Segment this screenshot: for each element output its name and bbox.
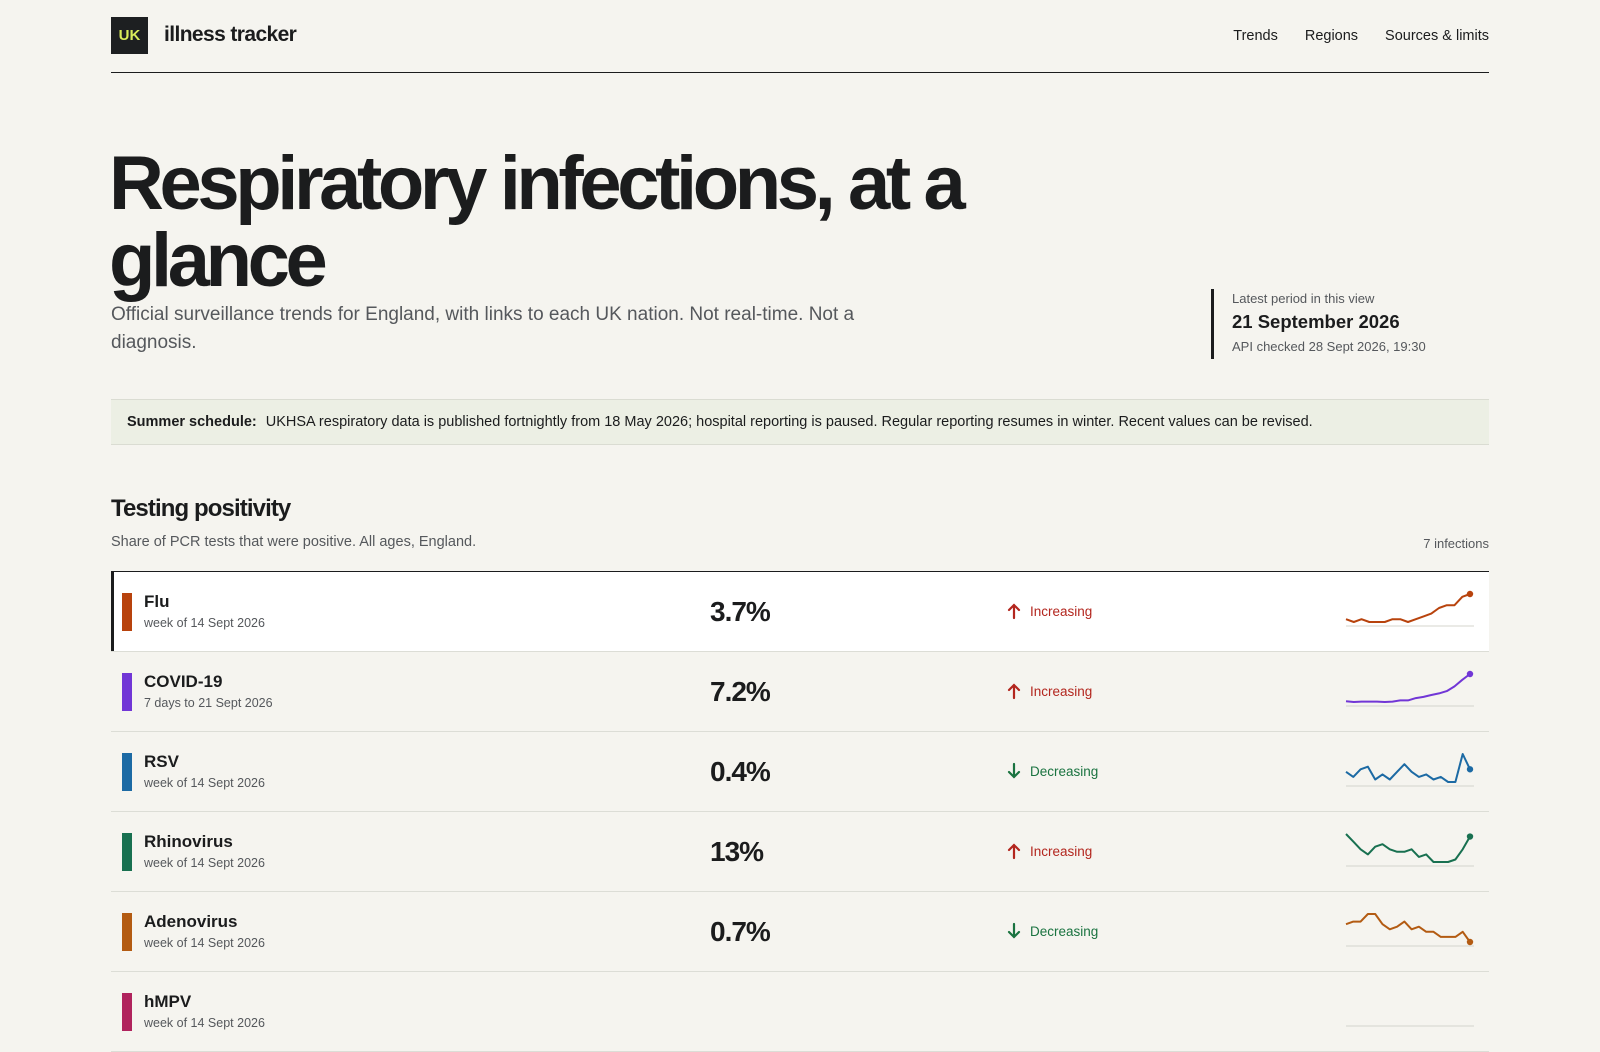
trend-label: Increasing: [1030, 843, 1093, 859]
arrow-up-icon: [1007, 683, 1021, 700]
site-name: illness tracker: [164, 23, 297, 46]
trend-indicator: Increasing: [1006, 842, 1092, 860]
notice-label: Summer schedule:: [127, 414, 257, 430]
infection-row[interactable]: Adenovirus week of 14 Sept 2026 0.7% Decrea…: [111, 892, 1489, 972]
nav-regions[interactable]: Regions: [1304, 27, 1359, 44]
sparkline-path: [1345, 673, 1471, 703]
positivity-value: 0.7%: [710, 916, 771, 947]
infection-row[interactable]: Flu week of 14 Sept 2026 3.7% Increasing: [111, 572, 1489, 652]
trend-indicator: Increasing: [1006, 602, 1092, 620]
infection-row[interactable]: Rhinovirus week of 14 Sept 2026 13% Increas…: [111, 812, 1489, 892]
page: UK illness tracker Trends Regions Source…: [109, 0, 1489, 1052]
sparkline-path: [1345, 833, 1471, 863]
trend-label: Decreasing: [1030, 923, 1099, 939]
color-swatch: [122, 753, 132, 791]
positivity-value: 7.2%: [710, 676, 771, 707]
color-swatch: [122, 593, 132, 631]
trend-indicator: Decreasing: [1006, 762, 1098, 780]
infection-name: hMPV: [144, 992, 192, 1011]
positivity-value: 13%: [710, 836, 764, 867]
nav-sources-limits[interactable]: Sources & limits: [1385, 27, 1489, 44]
infection-name: Rhinovirus: [144, 832, 233, 851]
section-description: Share of PCR tests that were positive. A…: [111, 534, 477, 550]
color-swatch: [122, 993, 132, 1031]
sparkline-latest-point: [1466, 833, 1474, 840]
positivity-value: 3.7%: [710, 596, 771, 627]
latest-period-label: Latest period in this view: [1232, 291, 1375, 306]
top-bar: UK illness tracker Trends Regions Source…: [111, 0, 1489, 73]
infection-period: week of 14 Sept 2026: [144, 776, 265, 790]
latest-period-date: 21 September 2026: [1232, 311, 1400, 332]
trend-label: Increasing: [1030, 603, 1093, 619]
sparkline: [1345, 670, 1474, 707]
trend-label: Increasing: [1030, 683, 1093, 699]
trend-indicator: Decreasing: [1006, 922, 1098, 940]
color-swatch: [122, 673, 132, 711]
latest-period-panel: Latest period in this view 21 September …: [1211, 289, 1426, 359]
section-header: Testing positivity Share of PCR tests th…: [111, 445, 1489, 571]
positivity-value: 0.4%: [710, 756, 771, 787]
infection-name: Adenovirus: [144, 912, 238, 931]
infection-name: Flu: [144, 592, 170, 611]
sparkline-latest-point: [1466, 670, 1474, 678]
api-checked-time: API checked 28 Sept 2026, 19:30: [1232, 339, 1426, 354]
positivity-table: Flu week of 14 Sept 2026 3.7% Increasing COV…: [111, 571, 1489, 1052]
infection-period: week of 14 Sept 2026: [144, 616, 265, 630]
sparkline-path: [1345, 593, 1471, 623]
summer-schedule-notice: Summer schedule: UKHSA respiratory data …: [111, 399, 1489, 445]
color-swatch: [122, 913, 132, 951]
section-title: Testing positivity: [111, 495, 291, 522]
sparkline: [1345, 753, 1474, 787]
sparkline: [1345, 833, 1474, 867]
testing-positivity-section: Testing positivity Share of PCR tests th…: [111, 445, 1489, 1052]
infection-period: 7 days to 21 Sept 2026: [144, 696, 273, 710]
sparkline-path: [1345, 753, 1471, 783]
page-subtitle: Official surveillance trends for England…: [111, 304, 855, 353]
arrow-down-icon: [1007, 762, 1021, 779]
sparkline-latest-point: [1466, 590, 1474, 598]
notice-text: UKHSA respiratory data is published fort…: [265, 414, 1313, 430]
brand[interactable]: UK illness tracker: [111, 16, 297, 54]
sparkline: [1345, 913, 1474, 947]
trend-label: Decreasing: [1030, 763, 1099, 779]
sparkline-latest-point: [1466, 938, 1474, 946]
infection-name: COVID-19: [144, 672, 223, 691]
arrow-up-icon: [1007, 603, 1021, 620]
hero: Respiratory infections, at a glance Offi…: [109, 73, 1489, 395]
infection-name: RSV: [144, 752, 179, 771]
sparkline-latest-point: [1466, 766, 1474, 773]
infection-count: 7 infections: [1423, 536, 1489, 551]
uk-logo: UK: [111, 16, 148, 54]
color-swatch: [122, 833, 132, 871]
arrow-up-icon: [1007, 843, 1021, 860]
infection-row[interactable]: RSV week of 14 Sept 2026 0.4% Decreasing: [111, 732, 1489, 812]
sparkline: [1345, 590, 1474, 627]
sparkline: [1346, 1025, 1474, 1027]
main-nav: Trends Regions Sources & limits: [1233, 28, 1489, 44]
page-title: Respiratory infections, at a glance: [109, 141, 966, 303]
infection-row[interactable]: COVID-19 7 days to 21 Sept 2026 7.2% Increa…: [111, 652, 1489, 732]
infection-period: week of 14 Sept 2026: [144, 936, 265, 950]
infection-row[interactable]: hMPV week of 14 Sept 2026: [111, 972, 1489, 1052]
trend-indicator: Increasing: [1006, 682, 1092, 700]
arrow-down-icon: [1007, 922, 1021, 939]
infection-period: week of 14 Sept 2026: [144, 1016, 265, 1030]
sparkline-path: [1345, 913, 1471, 943]
infection-period: week of 14 Sept 2026: [144, 856, 265, 870]
nav-trends[interactable]: Trends: [1233, 27, 1278, 44]
